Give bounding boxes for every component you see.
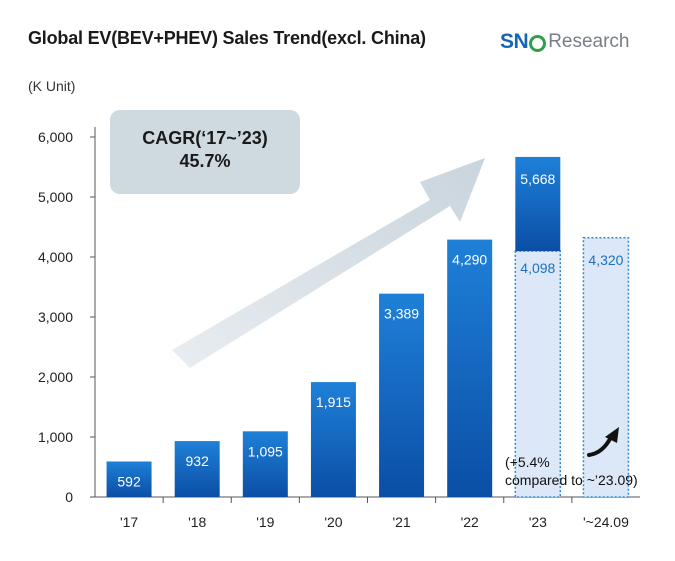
bar-value-label: 932 [186, 453, 210, 469]
labels: 592 932 1,095 1,915 3,389 4,290 5,668 4,098 4,32… [117, 171, 623, 490]
bar-value-label: 1,915 [316, 394, 351, 410]
curved-arrow-icon [587, 427, 619, 457]
logo-research-text: Research [548, 31, 630, 52]
y-tick-label: 0 [65, 489, 73, 505]
x-tick-label: '17 [120, 514, 138, 530]
cagr-title: CAGR(‘17~’23) [142, 128, 268, 148]
bar [106, 461, 152, 497]
growth-arrow [172, 158, 485, 368]
y-tick-label: 1,000 [38, 429, 73, 445]
comparison-note-line: compared to ~’23.09) [505, 472, 638, 488]
x-tick-label: '21 [392, 514, 410, 530]
bar-2023-partial [514, 250, 562, 498]
growth-arrow-shape [172, 158, 485, 368]
x-tick-label: '19 [256, 514, 274, 530]
bar-value-label: 4,290 [452, 252, 487, 268]
sne-research-logo: SN Research [500, 30, 630, 54]
bar [447, 239, 493, 497]
bar [310, 382, 356, 497]
unit-label: (K Unit) [28, 78, 76, 94]
y-tick-label: 2,000 [38, 369, 73, 385]
x-tick-label: '20 [324, 514, 342, 530]
comparison-note-text: (+5.4% compared to ~’23.09) [505, 453, 670, 489]
bar [174, 441, 220, 497]
axes: 0 1,000 2,000 3,000 4,000 5,000 6,000 '17 '18 '19… [38, 127, 640, 530]
y-tick-label: 4,000 [38, 249, 73, 265]
bar-value-label: 4,320 [588, 252, 623, 268]
x-tick-label: '23 [529, 514, 547, 530]
bar-value-label: 3,389 [384, 306, 419, 322]
cagr-callout: CAGR(‘17~’23) 45.7% [110, 110, 300, 194]
x-tick-label: '22 [461, 514, 479, 530]
y-tick-label: 3,000 [38, 309, 73, 325]
comparison-note: (+5.4% compared to ~’23.09) [505, 427, 670, 489]
bar-value-label: 5,668 [520, 171, 555, 187]
x-tick-label: '18 [188, 514, 206, 530]
comparison-note-line: (+5.4% [505, 454, 550, 470]
y-tick-label: 6,000 [38, 129, 73, 145]
bar [379, 293, 425, 497]
bar-2023-remainder [515, 156, 561, 252]
cagr-value: 45.7% [179, 151, 231, 171]
logo-ring-icon [529, 34, 547, 52]
partial-value-label: 4,098 [520, 260, 555, 276]
bar-value-label: 592 [117, 473, 141, 489]
logo-sne-text: SN [500, 30, 529, 53]
bar-value-label: 1,095 [248, 443, 283, 459]
bars [106, 156, 630, 498]
chart-title: Global EV(BEV+PHEV) Sales Trend(excl. Ch… [28, 28, 426, 48]
x-tick-label: '~24.09 [583, 514, 629, 530]
y-tick-label: 5,000 [38, 189, 73, 205]
bar [242, 431, 288, 497]
